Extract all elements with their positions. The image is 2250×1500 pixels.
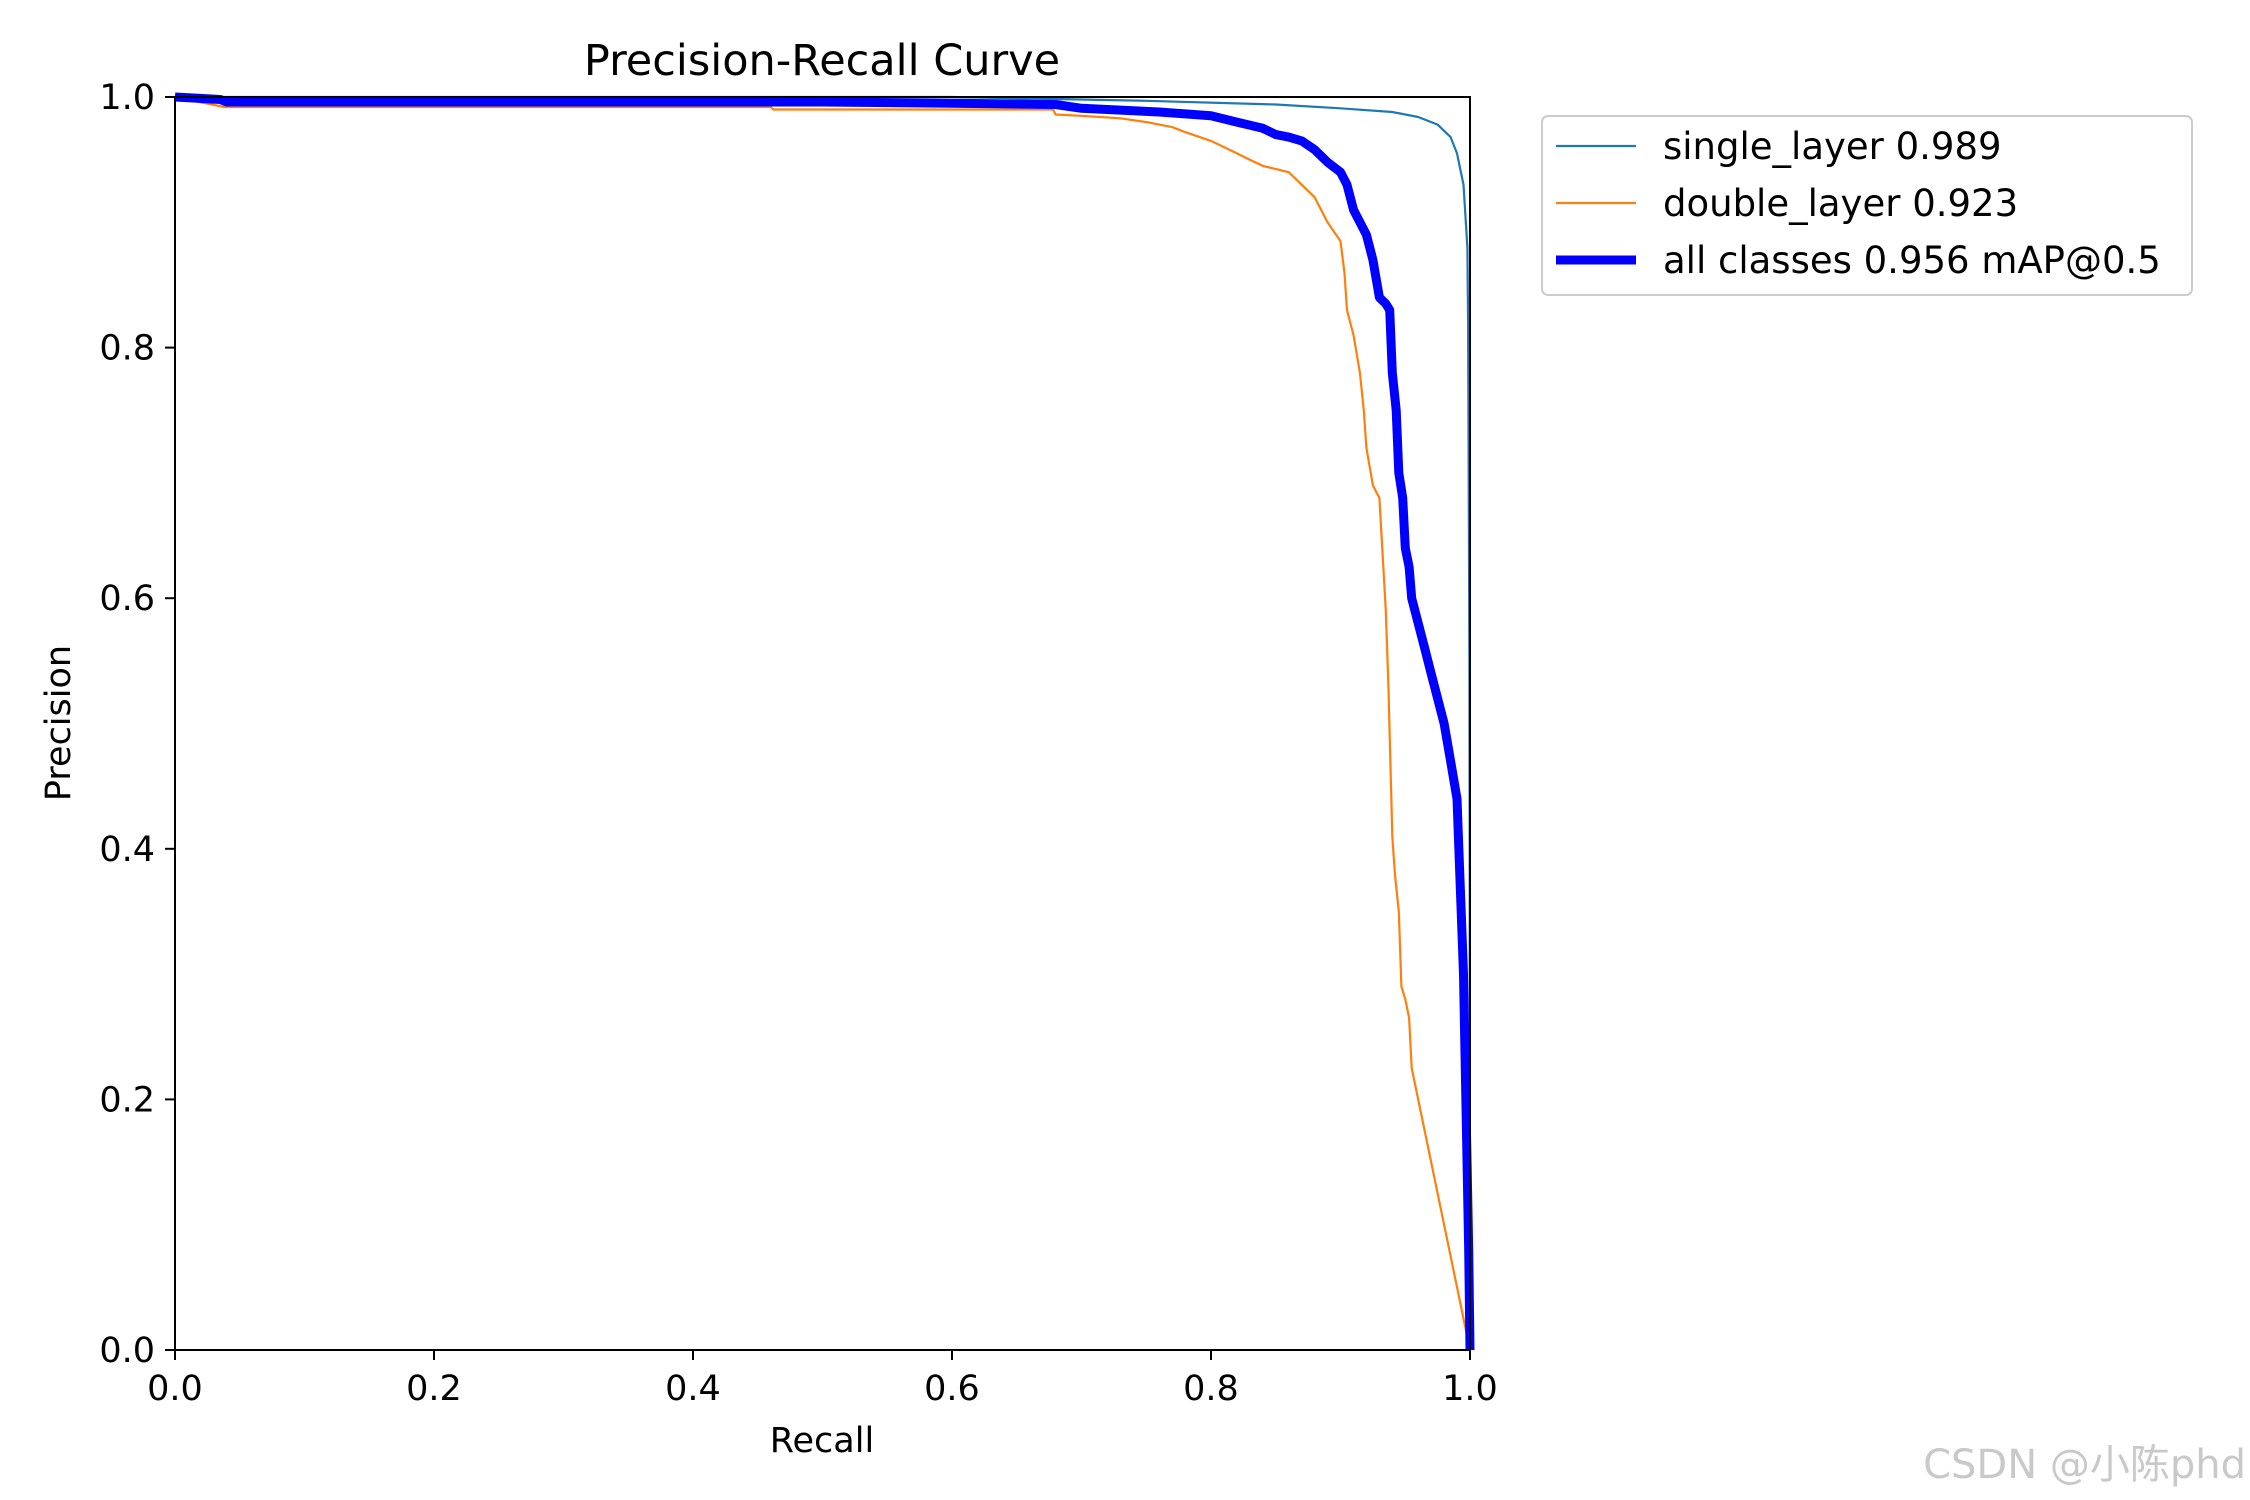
- y-tick-label: 0.2: [99, 1080, 155, 1120]
- series-layer: [174, 92, 1475, 1351]
- legend: single_layer 0.989 double_layer 0.923 all …: [1541, 115, 2193, 296]
- x-axis: 0.0 0.2 0.4 0.6 0.8 1.0: [147, 1350, 1498, 1409]
- y-tick-label: 0.4: [99, 830, 155, 870]
- y-tick-label: 0.8: [99, 329, 155, 369]
- x-tick-label: 0.4: [665, 1369, 721, 1409]
- plot-frame: [174, 96, 1471, 1351]
- x-tick-label: 0.0: [147, 1369, 203, 1409]
- y-axis: 0.0 0.2 0.4 0.6 0.8 1.0: [99, 78, 175, 1371]
- legend-frame: [1541, 115, 2193, 296]
- watermark: CSDN @小陈phd: [1923, 1442, 2246, 1488]
- chart-title: Precision-Recall Curve: [584, 36, 1060, 86]
- x-tick-label: 0.2: [406, 1369, 462, 1409]
- series-line-0: [175, 95, 1472, 1351]
- x-axis-label: Recall: [770, 1421, 874, 1461]
- legend-label-2: all classes 0.956 mAP@0.5: [1663, 239, 2161, 282]
- x-tick-label: 1.0: [1442, 1369, 1498, 1409]
- y-tick-label: 0.6: [99, 579, 155, 619]
- legend-label-0: single_layer 0.989: [1663, 125, 2002, 168]
- series-line-1: [174, 95, 1472, 1351]
- x-tick-label: 0.6: [924, 1369, 980, 1409]
- series-line-2: [174, 92, 1475, 1351]
- y-axis-label: Precision: [39, 645, 79, 801]
- legend-label-1: double_layer 0.923: [1663, 182, 2018, 225]
- x-tick-label: 0.8: [1183, 1369, 1239, 1409]
- y-tick-label: 1.0: [99, 78, 155, 118]
- y-tick-label: 0.0: [99, 1331, 155, 1371]
